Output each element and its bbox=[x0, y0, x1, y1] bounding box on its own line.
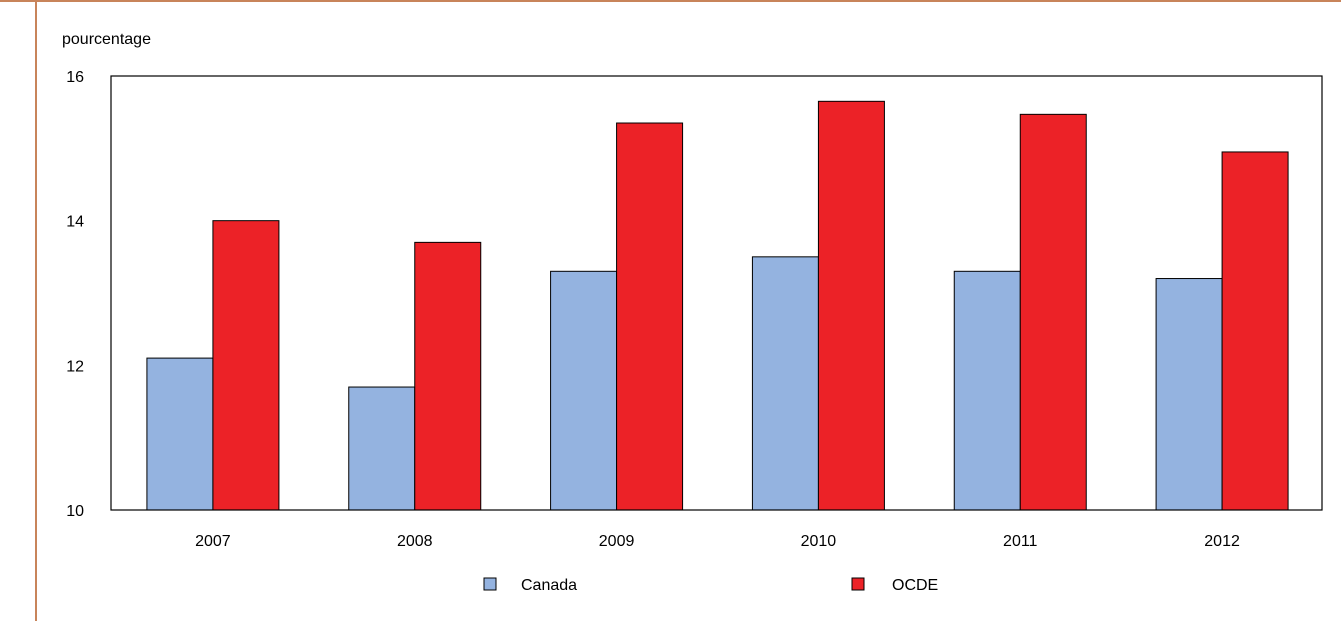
bar-ocde-2011 bbox=[1019, 113, 1087, 511]
plot-area-border bbox=[110, 75, 1323, 511]
x-tick-label: 2008 bbox=[397, 533, 433, 550]
y-tick-label: 12 bbox=[66, 358, 84, 375]
y-tick-label: 10 bbox=[66, 503, 84, 520]
x-tick-label: 2012 bbox=[1204, 533, 1240, 550]
legend: Canada OCDE bbox=[483, 577, 938, 594]
bar-ocde-2012 bbox=[1221, 151, 1289, 511]
legend-swatch-ocde bbox=[851, 577, 865, 591]
bar-ocde-2010 bbox=[817, 100, 885, 511]
legend-label-ocde: OCDE bbox=[892, 577, 938, 594]
bar-ocde-2008 bbox=[414, 241, 482, 511]
bar-ocde-2009 bbox=[616, 122, 684, 511]
x-tick-label: 2011 bbox=[1003, 533, 1038, 550]
x-tick-label: 2009 bbox=[599, 533, 635, 550]
y-tick-label: 16 bbox=[66, 69, 84, 86]
y-tick-label: 14 bbox=[66, 214, 84, 231]
bar-canada-2008 bbox=[348, 386, 416, 511]
bar-canada-2011 bbox=[953, 270, 1021, 511]
x-tick-label: 2007 bbox=[195, 533, 231, 550]
y-unit-label: pourcentage bbox=[62, 31, 151, 48]
bar-canada-2012 bbox=[1155, 278, 1223, 511]
bar-group bbox=[146, 100, 1289, 511]
legend-label-canada: Canada bbox=[521, 577, 577, 594]
bar-canada-2009 bbox=[550, 270, 618, 511]
bar-canada-2010 bbox=[751, 256, 819, 511]
x-axis-ticks: 2007 2008 2009 2010 2011 2012 bbox=[195, 533, 1240, 550]
bar-ocde-2007 bbox=[212, 220, 280, 511]
bar-canada-2007 bbox=[146, 357, 214, 511]
x-tick-label: 2010 bbox=[801, 533, 837, 550]
legend-swatch-canada bbox=[483, 577, 497, 591]
y-axis-ticks: 10 12 14 16 bbox=[66, 69, 84, 520]
